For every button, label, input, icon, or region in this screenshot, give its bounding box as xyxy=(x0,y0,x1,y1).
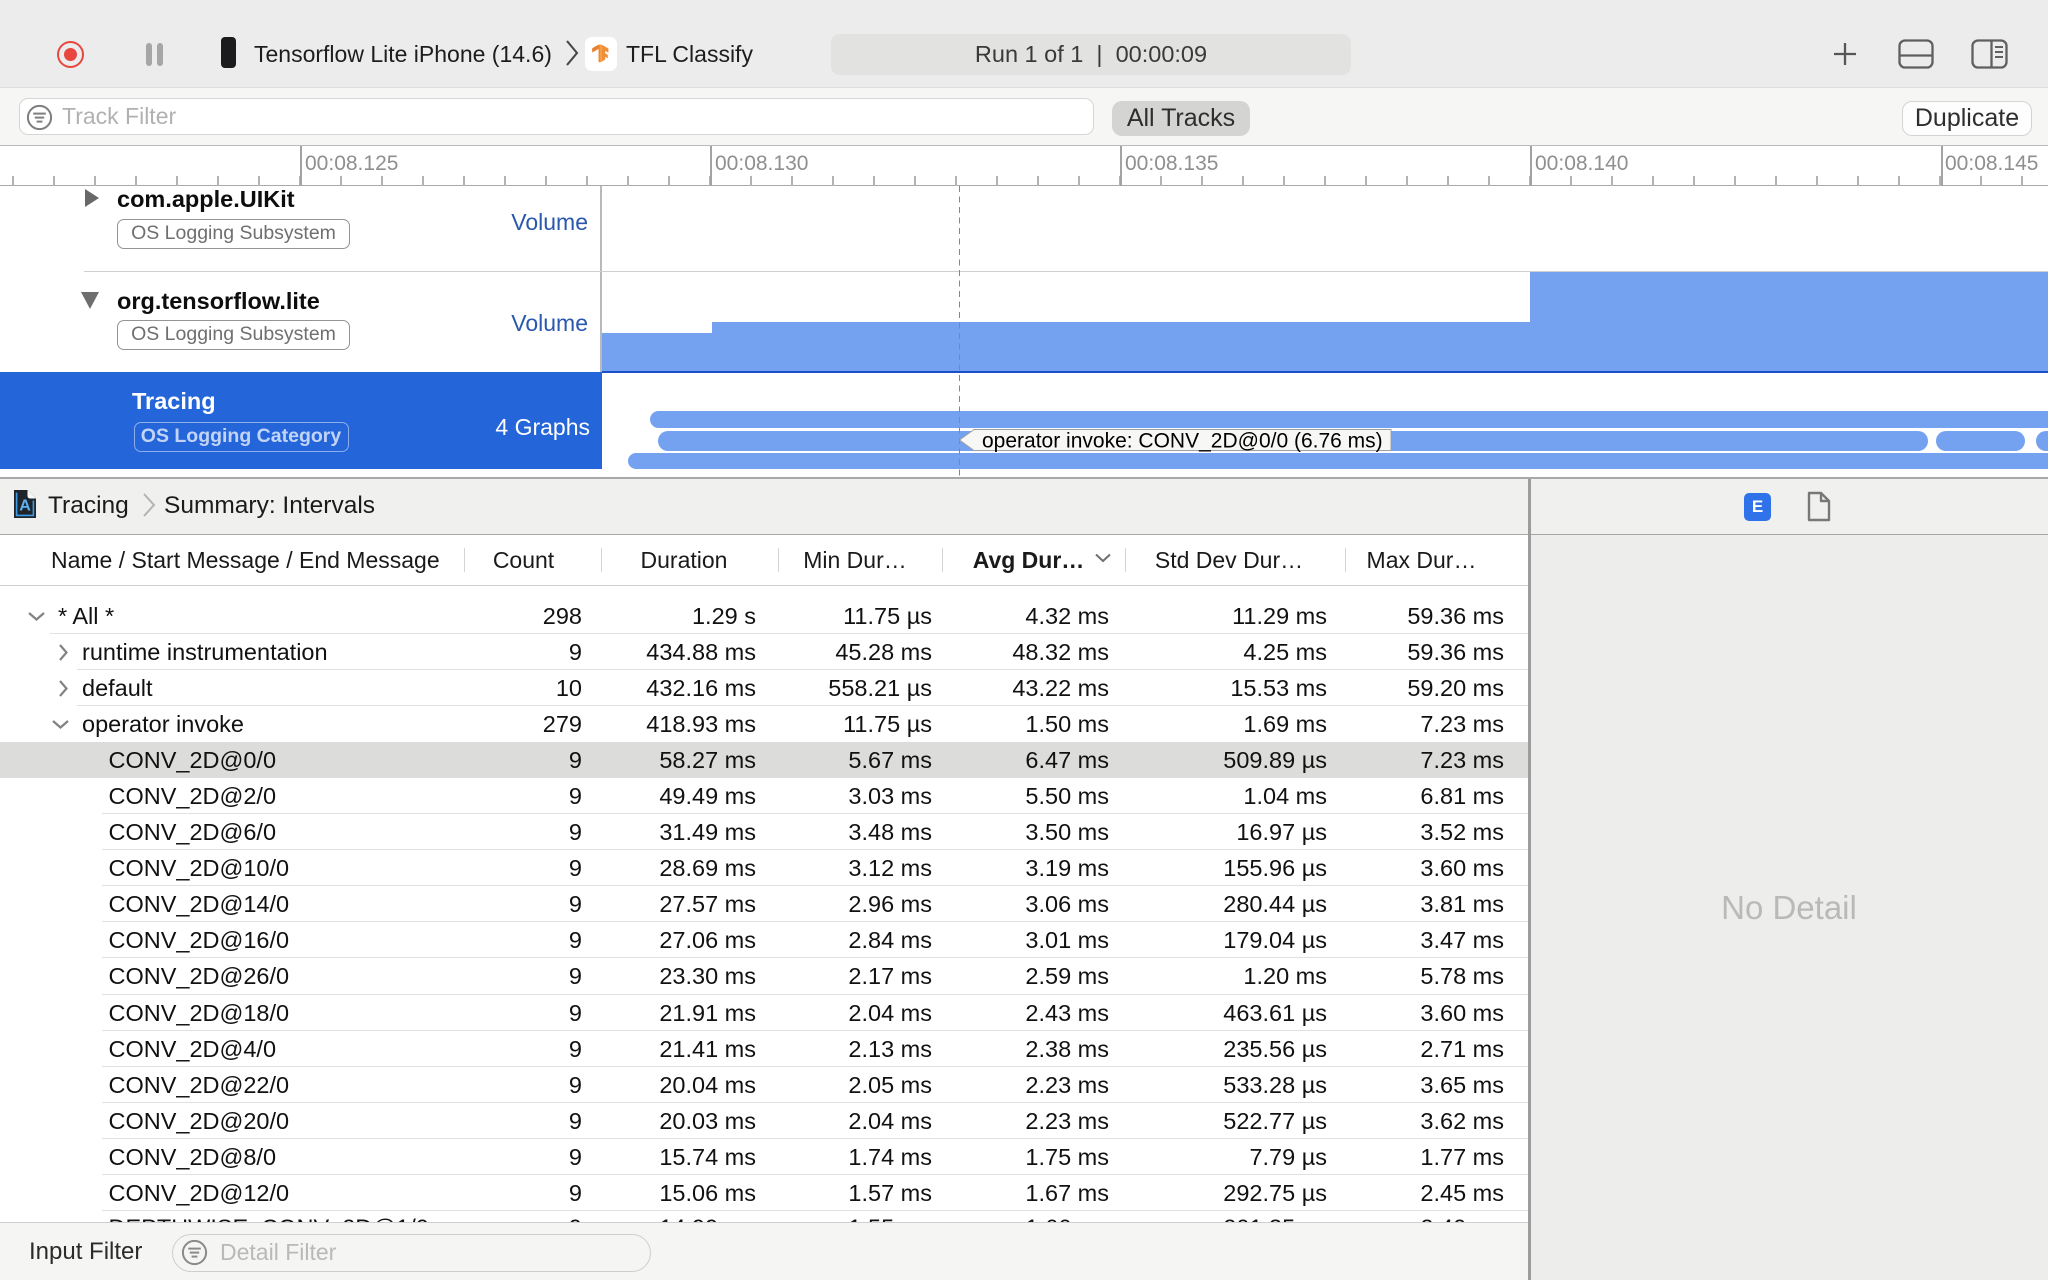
svg-text:A: A xyxy=(19,498,31,515)
svg-text:operator invoke: CONV_2D@0/0 (: operator invoke: CONV_2D@0/0 (6.76 ms) xyxy=(982,430,1383,453)
